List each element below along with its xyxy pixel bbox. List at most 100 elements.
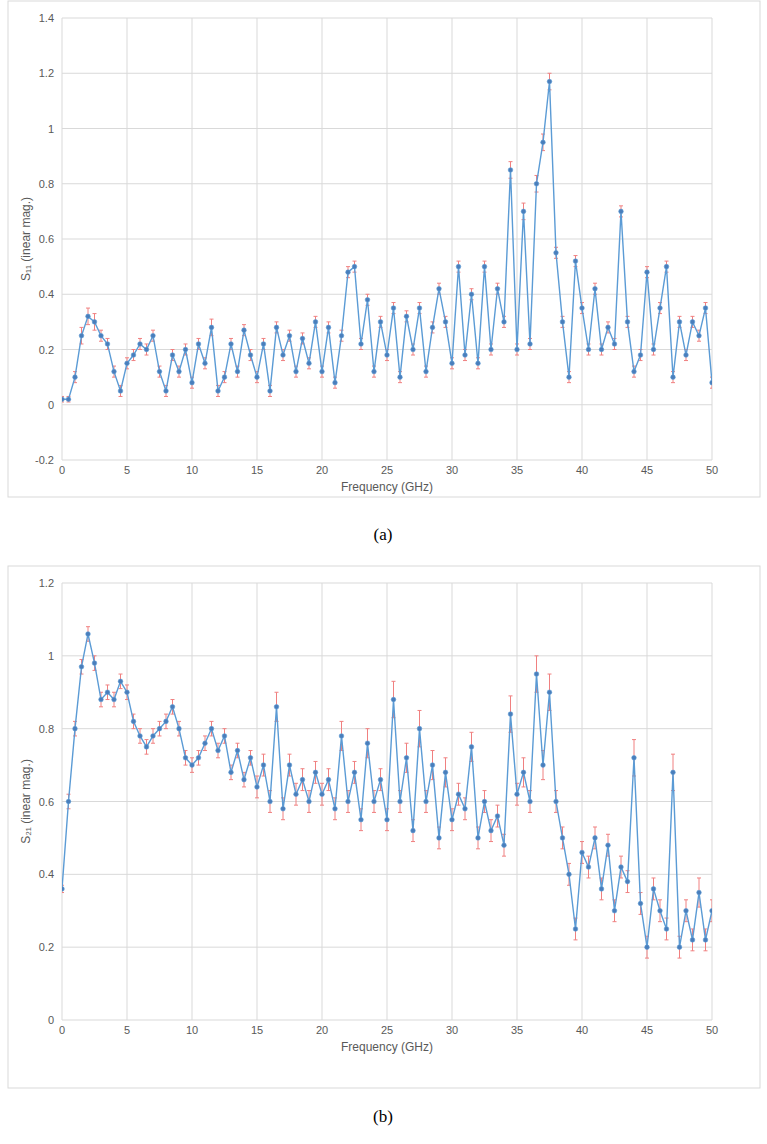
error-cap — [665, 261, 669, 262]
error-cap — [119, 688, 123, 689]
error-cap — [697, 877, 701, 878]
data-point — [320, 792, 325, 797]
y-tick-label: 0 — [48, 399, 54, 411]
error-cap — [450, 368, 454, 369]
error-cap — [320, 783, 324, 784]
x-tick-label: 45 — [641, 1024, 653, 1036]
data-point — [697, 890, 702, 895]
error-cap — [593, 826, 597, 827]
error-bar — [522, 758, 526, 787]
error-cap — [613, 921, 617, 922]
data-point — [677, 320, 682, 325]
y-tick-label: 0 — [48, 1014, 54, 1026]
error-cap — [307, 812, 311, 813]
data-point — [710, 380, 712, 385]
x-grid-line — [452, 18, 453, 460]
data-point — [671, 770, 676, 775]
data-point — [476, 361, 481, 366]
error-cap — [138, 743, 142, 744]
error-cap — [314, 783, 318, 784]
data-point — [599, 887, 604, 892]
data-point — [482, 264, 487, 269]
error-cap — [691, 316, 695, 317]
error-cap — [444, 757, 448, 758]
error-cap — [411, 841, 415, 842]
error-cap — [119, 396, 123, 397]
data-point — [625, 320, 630, 325]
error-cap — [613, 349, 617, 350]
data-point — [222, 375, 227, 380]
error-cap — [119, 674, 123, 675]
error-cap — [327, 321, 331, 322]
data-point — [417, 726, 422, 731]
data-point — [378, 777, 383, 782]
data-point — [118, 389, 123, 394]
error-cap — [190, 388, 194, 389]
data-point — [391, 306, 396, 311]
error-cap — [80, 327, 84, 328]
y-tick-label: 0.2 — [39, 344, 54, 356]
data-point — [177, 726, 182, 731]
error-cap — [548, 674, 552, 675]
data-point — [287, 763, 292, 768]
x-grid-line — [62, 583, 63, 1020]
y-axis-title: S₂₁ (inear mag.) — [19, 759, 33, 844]
data-point — [515, 347, 520, 352]
error-cap — [307, 368, 311, 369]
data-point — [619, 865, 624, 870]
y-tick-label: 0.6 — [39, 796, 54, 808]
data-point — [385, 817, 390, 822]
error-cap — [619, 856, 623, 857]
error-bar — [151, 729, 155, 744]
x-tick-label: 35 — [511, 1024, 523, 1036]
data-point — [62, 887, 64, 892]
data-point — [92, 320, 97, 325]
caption: (b) — [373, 1107, 393, 1126]
data-point — [424, 369, 429, 374]
error-cap — [190, 772, 194, 773]
error-cap — [457, 805, 461, 806]
error-cap — [645, 266, 649, 267]
error-cap — [229, 779, 233, 780]
error-cap — [528, 812, 532, 813]
data-point — [92, 661, 97, 666]
data-point — [489, 347, 494, 352]
error-cap — [138, 349, 142, 350]
error-cap — [704, 302, 708, 303]
y-tick-label: 0.4 — [39, 868, 54, 880]
y-tick-label: 1.4 — [39, 12, 54, 24]
data-point — [190, 763, 195, 768]
data-point — [398, 375, 403, 380]
caption: (a) — [374, 525, 393, 544]
error-cap — [548, 73, 552, 74]
error-cap — [437, 848, 441, 849]
y-tick-label: 1.2 — [39, 67, 54, 79]
data-point — [463, 806, 468, 811]
data-point — [281, 806, 286, 811]
error-cap — [112, 706, 116, 707]
error-cap — [177, 377, 181, 378]
data-point — [567, 375, 572, 380]
data-point — [235, 369, 240, 374]
x-grid-line — [62, 18, 63, 460]
data-point — [144, 347, 149, 352]
data-point — [99, 333, 104, 338]
data-point — [274, 705, 279, 710]
x-tick-label: 40 — [576, 464, 588, 476]
error-bar — [158, 721, 162, 736]
error-cap — [652, 355, 656, 356]
x-tick-label: 15 — [251, 464, 263, 476]
error-cap — [587, 355, 591, 356]
figure: -0.200.20.40.60.811.21.40510152025303540… — [0, 0, 767, 1144]
data-point — [125, 361, 130, 366]
error-cap — [502, 856, 506, 857]
data-point — [138, 342, 143, 347]
data-point — [203, 741, 208, 746]
data-point — [651, 347, 656, 352]
data-point — [112, 697, 117, 702]
error-cap — [242, 324, 246, 325]
error-cap — [93, 330, 97, 331]
y-tick-label: 1 — [48, 123, 54, 135]
data-point — [645, 945, 650, 950]
error-cap — [151, 728, 155, 729]
